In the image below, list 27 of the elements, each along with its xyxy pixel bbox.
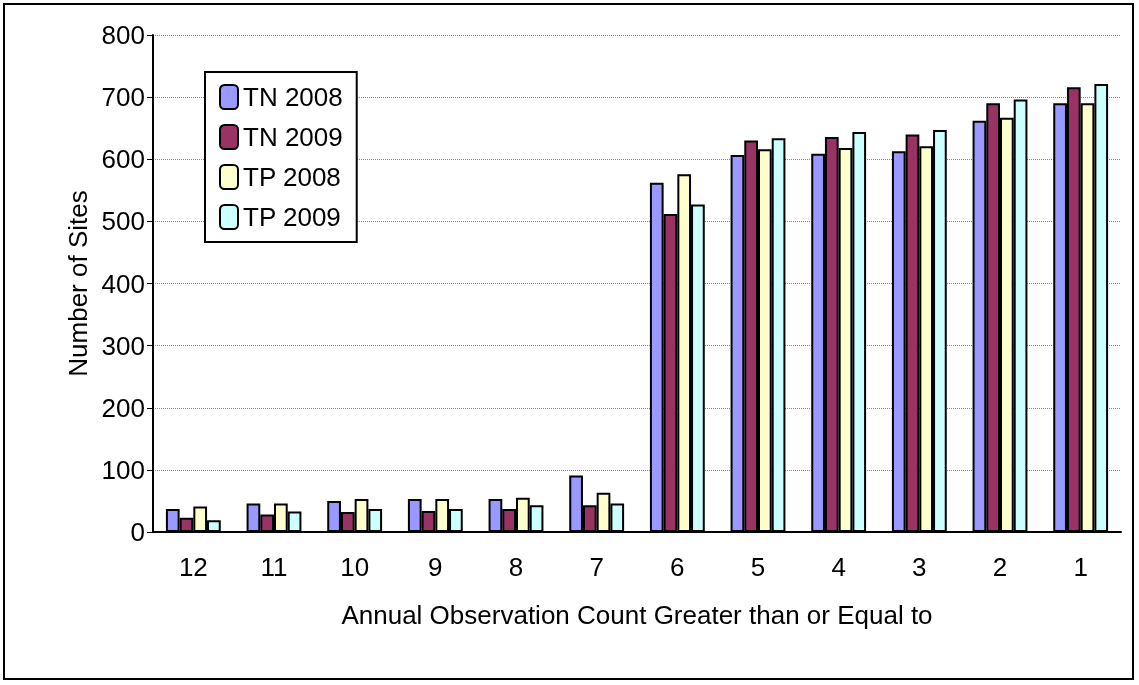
- y-tick-label: 600: [101, 144, 145, 175]
- x-tick-label: 12: [178, 552, 208, 582]
- x-tick-label: 2: [992, 552, 1008, 582]
- legend-label: TP 2008: [243, 162, 341, 192]
- x-tick-label: 4: [831, 552, 846, 582]
- x-tick-label: 7: [589, 552, 604, 582]
- x-axis-title: Annual Observation Count Greater than or Equal to: [341, 600, 933, 630]
- legend-label: TN 2008: [243, 82, 343, 112]
- y-tick-label: 800: [101, 20, 145, 50]
- y-tick-label: 300: [101, 330, 145, 361]
- x-tick-label: 5: [750, 552, 766, 582]
- y-axis-title: Number of Sites: [62, 190, 93, 377]
- x-tick-label: 10: [340, 552, 370, 582]
- legend-label: TP 2009: [243, 202, 341, 232]
- y-tick-label: 200: [101, 392, 145, 423]
- x-tick-label: 8: [508, 552, 524, 582]
- x-tick-label: 9: [428, 552, 443, 582]
- y-tick-label: 100: [101, 454, 145, 485]
- x-tick-label: 3: [912, 552, 927, 582]
- x-tick-label: 11: [260, 552, 288, 582]
- y-tick-label: 500: [101, 206, 145, 237]
- x-tick-label: 6: [670, 552, 685, 582]
- legend-label: TN 2009: [243, 122, 343, 152]
- x-tick-label: 1: [1073, 552, 1088, 582]
- y-tick-label: 400: [101, 268, 145, 299]
- y-tick-label: 0: [130, 517, 145, 547]
- y-tick-label: 700: [101, 82, 145, 113]
